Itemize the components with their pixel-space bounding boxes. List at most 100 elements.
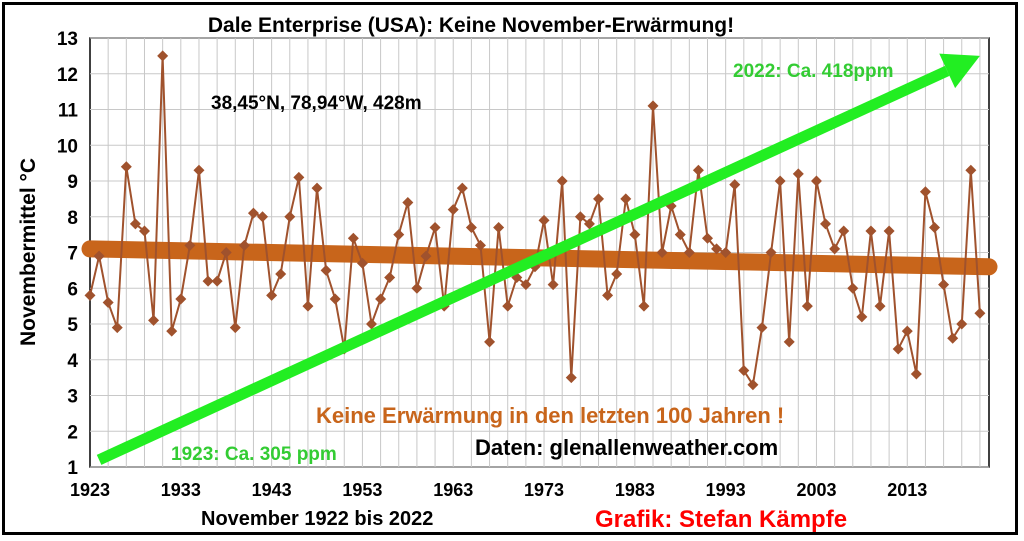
data-point [556, 175, 568, 187]
x-tick-label: 1953 [342, 480, 382, 500]
data-point [320, 264, 332, 276]
credit-label: Grafik: Stefan Kämpfe [595, 506, 847, 532]
y-tick-label: 13 [57, 29, 78, 50]
data-point [965, 164, 977, 176]
data-point [774, 175, 786, 187]
data-point [711, 243, 723, 255]
chart-title: Dale Enterprise (USA): Keine November-Er… [208, 14, 734, 37]
data-point [447, 204, 459, 216]
data-point [429, 221, 441, 233]
x-tick-label: 1973 [524, 480, 564, 500]
data-point [474, 239, 486, 251]
data-point [547, 279, 559, 291]
data-point [620, 193, 632, 205]
data-point [202, 275, 214, 287]
data-point [302, 300, 314, 312]
data-point [184, 239, 196, 251]
data-point [647, 100, 659, 112]
y-axis-label: Novembermittel °C [17, 158, 40, 346]
data-point [502, 300, 514, 312]
data-point [801, 300, 813, 312]
data-point [865, 225, 877, 237]
chart-frame: Dale Enterprise (USA): Keine November-Er… [2, 2, 1018, 535]
data-point [947, 332, 959, 344]
data-point [874, 300, 886, 312]
data-point [956, 318, 968, 330]
data-point [583, 218, 595, 230]
y-tick-label: 4 [67, 351, 78, 372]
y-tick-label: 2 [67, 422, 78, 443]
x-tick-label: 1963 [433, 480, 473, 500]
data-point [729, 179, 741, 191]
co2-end-label: 2022: Ca. 418ppm [733, 61, 894, 82]
data-point [593, 193, 605, 205]
data-point [792, 168, 804, 180]
co2-arrow-head [939, 53, 980, 89]
x-axis: 1923 1933 1943 1953 1963 1973 1983 1993 2003 2013 [70, 480, 927, 500]
y-tick-label: 9 [67, 172, 78, 193]
data-point [102, 297, 114, 309]
data-point [692, 164, 704, 176]
data-point [820, 218, 832, 230]
x-tick-label: 2013 [887, 480, 927, 500]
data-point [656, 247, 668, 258]
y-tick-label: 11 [58, 101, 79, 122]
data-point [329, 293, 341, 305]
data-point [856, 311, 868, 323]
data-point [883, 225, 895, 237]
data-point [810, 175, 822, 187]
data-point [284, 211, 296, 223]
x-tick-label: 2003 [796, 480, 836, 500]
y-tick-label: 6 [67, 279, 78, 300]
y-tick-label: 5 [67, 315, 78, 336]
x-tick-label: 1933 [161, 480, 201, 500]
co2-start-label: 1923: Ca. 305 ppm [171, 444, 337, 465]
y-tick-label: 12 [57, 65, 78, 86]
data-point [838, 225, 850, 237]
data-point [275, 268, 287, 280]
data-point [311, 182, 323, 194]
data-point [747, 379, 759, 391]
data-point [910, 368, 922, 380]
data-point [720, 247, 732, 258]
data-point [238, 239, 250, 251]
data-point [120, 161, 132, 173]
data-point [356, 257, 368, 269]
data-point [393, 229, 405, 241]
data-point [465, 221, 477, 233]
data-point [111, 322, 123, 334]
data-point [456, 182, 468, 194]
data-point [574, 211, 586, 223]
data-point [229, 322, 241, 334]
data-point [420, 250, 432, 262]
data-point [166, 325, 178, 337]
x-axis-label: November 1922 bis 2022 [201, 508, 433, 530]
data-point [929, 221, 941, 233]
data-point [847, 282, 859, 294]
data-point [93, 250, 105, 262]
y-tick-label: 3 [67, 387, 78, 408]
data-point [538, 214, 550, 226]
data-point [157, 50, 169, 62]
data-point [765, 247, 777, 258]
data-source-label: Daten: glenallenweather.com [475, 435, 778, 460]
data-point [384, 272, 396, 284]
data-point [638, 300, 650, 312]
data-point [901, 325, 913, 337]
data-point [138, 225, 150, 237]
data-point [974, 307, 986, 319]
data-point [257, 211, 269, 223]
data-point [375, 293, 387, 305]
data-point [266, 289, 278, 301]
series-markers [84, 50, 986, 391]
data-point [602, 289, 614, 301]
data-point [493, 221, 505, 233]
data-point [411, 282, 423, 294]
data-point [892, 343, 904, 355]
data-point [783, 336, 795, 348]
data-point [193, 164, 205, 176]
data-point [129, 218, 141, 230]
data-point [347, 232, 359, 244]
data-point [220, 247, 232, 258]
